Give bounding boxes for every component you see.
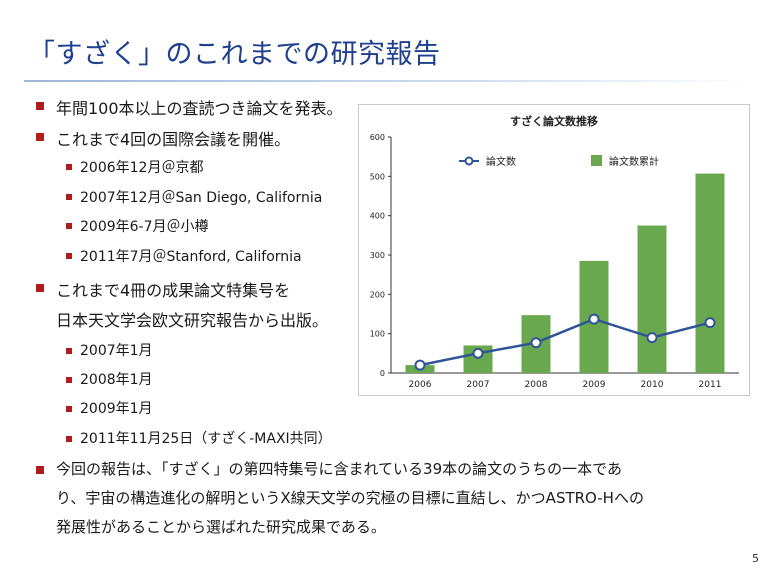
page-number: 5 bbox=[752, 552, 759, 565]
bar-cumulative bbox=[637, 225, 667, 373]
conference-item: 2007年12月＠San Diego, California bbox=[80, 190, 323, 206]
x-tick-label: 2010 bbox=[641, 380, 664, 390]
y-tick-label: 400 bbox=[370, 212, 385, 221]
y-tick-label: 300 bbox=[370, 251, 385, 260]
chart-canvas: 0 100 200 300 400 500 600 2006 2007 2008 2009 2010 2… bbox=[370, 133, 739, 390]
sub-bullet-marker bbox=[66, 436, 72, 442]
bullet-special-issues-cont: 日本天文学会欧文研究報告から出版。 bbox=[56, 311, 329, 330]
sub-bullet-marker bbox=[66, 223, 72, 229]
bullet-conferences: これまで4回の国際会議を開催。 bbox=[56, 130, 291, 149]
bullet-marker bbox=[36, 466, 44, 474]
issue-item: 2007年1月 bbox=[80, 343, 153, 359]
sub-bullet-marker bbox=[66, 348, 72, 354]
bullet-report-summary-line: 発展性があることから選ばれた研究成果である。 bbox=[56, 518, 386, 536]
bar-cumulative bbox=[695, 173, 725, 373]
bullet-marker bbox=[36, 284, 44, 292]
point-annual-papers bbox=[472, 347, 484, 359]
x-tick-label: 2008 bbox=[525, 380, 548, 390]
papers-chart: すざく論文数推移 0 100 200 300 400 500 600 2006 2007 2008… bbox=[358, 104, 750, 396]
point-annual-papers bbox=[588, 313, 600, 325]
y-tick-label: 0 bbox=[380, 369, 385, 378]
issue-item: 2008年1月 bbox=[80, 372, 153, 388]
sub-bullet-marker bbox=[66, 164, 72, 170]
y-tick-label: 600 bbox=[370, 133, 385, 142]
x-tick-label: 2011 bbox=[699, 380, 722, 390]
conference-item: 2011年7月＠Stanford, California bbox=[80, 249, 302, 265]
bullet-marker bbox=[36, 133, 44, 141]
point-annual-papers bbox=[530, 337, 542, 349]
line-annual-papers bbox=[419, 317, 711, 367]
bullet-report-summary-line: り、宇宙の構造進化の解明というX線天文学の究極の目標に直結し、かつASTRO-H… bbox=[56, 489, 644, 507]
chart-title: すざく論文数推移 bbox=[510, 115, 598, 128]
point-annual-papers bbox=[704, 317, 716, 329]
issue-item: 2011年11月25日（すざく-MAXI共同） bbox=[80, 431, 332, 447]
point-annual-papers bbox=[414, 359, 426, 371]
y-tick-label: 100 bbox=[370, 330, 385, 339]
legend-line-marker bbox=[464, 156, 474, 166]
x-tick-label: 2007 bbox=[467, 380, 490, 390]
y-tick-label: 500 bbox=[370, 172, 385, 181]
bullet-special-issues: これまで4冊の成果論文特集号を bbox=[56, 281, 291, 300]
y-tick-label: 200 bbox=[370, 290, 385, 299]
sub-bullet-marker bbox=[66, 253, 72, 259]
sub-bullet-marker bbox=[66, 377, 72, 383]
sub-bullet-marker bbox=[66, 406, 72, 412]
legend-bar-swatch bbox=[591, 155, 602, 166]
bullet-report-summary-line: 今回の報告は、「すざく」の第四特集号に含まれている39本の論文のうちの一本であ bbox=[56, 460, 622, 478]
conference-item: 2009年6-7月＠小樽 bbox=[80, 219, 209, 235]
point-annual-papers bbox=[646, 332, 658, 344]
bullet-marker bbox=[36, 102, 44, 110]
x-tick-label: 2009 bbox=[583, 380, 606, 390]
bullet-papers-per-year: 年間100本以上の査読つき論文を発表。 bbox=[56, 99, 343, 118]
sub-bullet-marker bbox=[66, 194, 72, 200]
title-underline bbox=[24, 80, 760, 82]
x-tick-label: 2006 bbox=[409, 380, 432, 390]
slide-title: 「すざく」のこれまでの研究報告 bbox=[28, 39, 441, 70]
conference-item: 2006年12月＠京都 bbox=[80, 160, 204, 176]
legend-label-cumulative: 論文数累計 bbox=[609, 155, 659, 168]
legend-label-annual: 論文数 bbox=[486, 155, 516, 168]
issue-item: 2009年1月 bbox=[80, 401, 153, 417]
